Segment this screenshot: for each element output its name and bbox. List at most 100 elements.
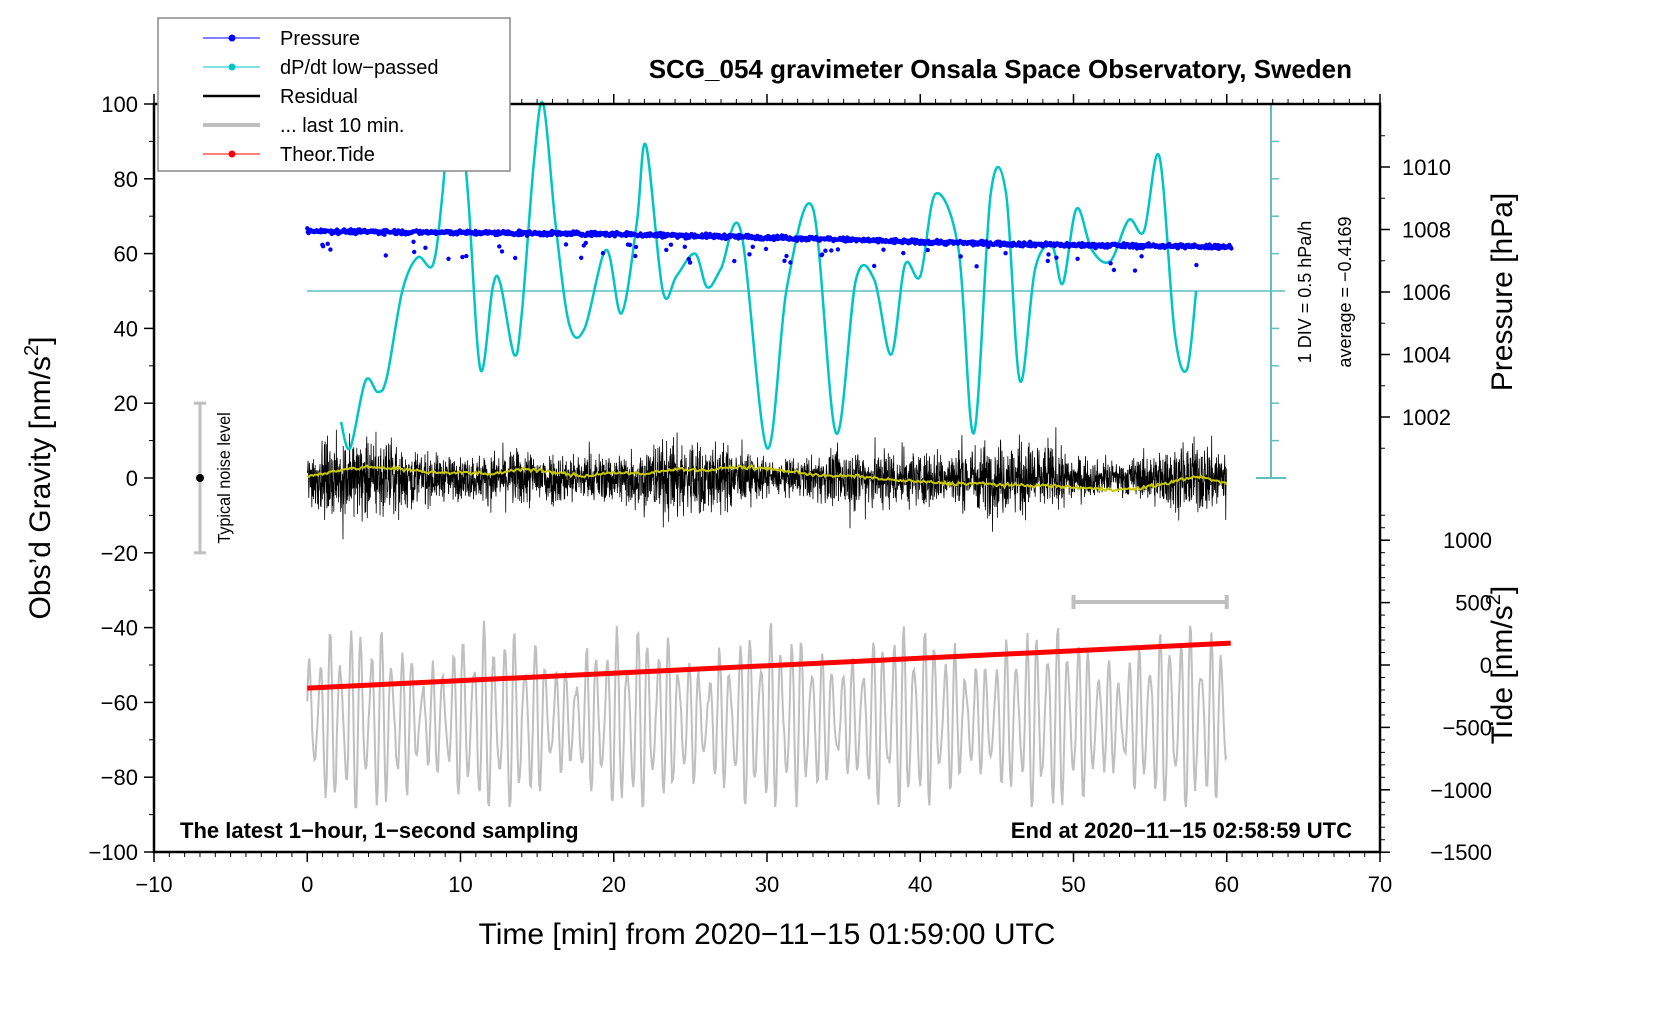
axes: −10 0 10 20 30 40 50 60 70100806040200−20−40−60−…	[88, 92, 1492, 897]
noise-center-dot	[196, 474, 204, 482]
pressure-point	[411, 239, 416, 244]
pressure-point	[1194, 262, 1199, 268]
last-10-min-line	[306, 620, 1228, 809]
pressure-point	[325, 241, 330, 246]
legend-label: Pressure	[280, 28, 360, 50]
pressure-point	[881, 247, 886, 252]
pressure-point	[1003, 251, 1008, 256]
tide-tick-label: −1000	[1430, 778, 1492, 803]
x-tick-label: 10	[448, 872, 472, 897]
chart-title: SCG_054 gravimeter Onsala Space Observat…	[649, 54, 1352, 84]
pressure-point	[1075, 256, 1080, 261]
x-tick-label: 50	[1061, 872, 1085, 897]
y-left-tick-label: −100	[88, 840, 138, 865]
noise-level-label: Typical noise level	[214, 412, 234, 543]
y-left-tick-label: −80	[101, 765, 138, 790]
pressure-axis-title: Pressure [hPa]	[1486, 193, 1519, 391]
pressure-point	[750, 244, 755, 249]
x-tick-label: 40	[908, 872, 932, 897]
pressure-point	[687, 260, 693, 265]
legend-label: Theor.Tide	[280, 144, 375, 166]
pressure-point	[664, 247, 669, 253]
x-tick-label: −10	[135, 872, 172, 897]
tide-axis-title-text: Tide [nm/s2]	[1483, 586, 1519, 744]
pressure-point	[563, 242, 569, 247]
pressure-point	[829, 248, 834, 253]
legend-label: dP/dt low−passed	[280, 57, 438, 79]
y-left-tick-label: 60	[114, 242, 138, 267]
tide-tick-label: 0	[1480, 653, 1492, 678]
pressure-layer	[305, 226, 1234, 273]
x-tick-label: 70	[1368, 872, 1392, 897]
pressure-point	[872, 263, 877, 269]
y-left-axis-title: Obs’d Gravity [nm/s2]	[21, 337, 57, 620]
pressure-tick-label: 1008	[1402, 218, 1451, 243]
y-left-tick-label: 0	[126, 466, 138, 491]
pressure-point	[686, 256, 691, 262]
y-left-tick-label: 20	[114, 391, 138, 416]
end-time-annotation: End at 2020−11−15 02:58:59 UTC	[1011, 818, 1352, 843]
x-axis-title: Time [min] from 2020−11−15 01:59:00 UTC	[479, 918, 1056, 951]
pressure-point	[633, 244, 639, 250]
legend-box	[157, 17, 511, 172]
tide-layer	[307, 640, 1231, 691]
pressure-point	[382, 232, 387, 237]
pressure-point	[668, 242, 674, 247]
pressure-point	[600, 251, 606, 256]
dpdt-average-label: average = −0.4169	[1335, 216, 1355, 367]
legend-swatch-dot	[228, 150, 236, 158]
pressure-point	[1132, 268, 1138, 273]
legend: Pressure dP/dt low−passed Residual ... last…	[157, 17, 511, 172]
legend-label: Residual	[280, 86, 358, 108]
pressure-point	[499, 249, 505, 254]
theor-tide-line	[307, 640, 1231, 691]
pressure-point	[1111, 267, 1117, 273]
pressure-point	[819, 252, 825, 257]
y-left-tick-label: −20	[101, 541, 138, 566]
pressure-point	[1108, 261, 1113, 266]
ten-min-bracket	[1071, 595, 1229, 609]
pressure-point	[412, 249, 417, 255]
pressure-point	[464, 253, 469, 259]
pressure-point	[925, 247, 930, 253]
pressure-point	[328, 247, 333, 252]
pressure-point	[583, 240, 588, 246]
legend-swatch-dot	[228, 34, 236, 42]
residual-smoothed-layer	[306, 463, 1228, 493]
pressure-point	[747, 252, 752, 257]
tide-axis-title: Tide [nm/s2]	[1483, 586, 1519, 744]
pressure-point	[627, 242, 633, 248]
x-tick-label: 20	[602, 872, 626, 897]
pressure-point	[1045, 258, 1051, 264]
tide-tick-label: 500	[1455, 591, 1492, 616]
x-tick-label: 0	[301, 872, 313, 897]
pressure-point	[835, 247, 841, 252]
y-left-tick-label: 80	[114, 167, 138, 192]
pressure-point	[579, 255, 584, 260]
pressure-point	[732, 258, 737, 264]
pressure-point	[823, 248, 828, 253]
pressure-point	[633, 253, 638, 259]
x-tick-label: 60	[1215, 872, 1239, 897]
pressure-point	[497, 244, 502, 249]
pressure-point	[782, 258, 787, 263]
pressure-point	[901, 250, 906, 256]
pressure-tick-label: 1010	[1402, 155, 1451, 180]
pressure-point	[460, 254, 465, 260]
y-left-tick-label: −40	[101, 616, 138, 641]
y-left-axis-title-text: Obs’d Gravity [nm/s2]	[21, 337, 57, 620]
tide-tick-label: −500	[1442, 715, 1492, 740]
noise-level-indicator	[194, 401, 206, 555]
sampling-annotation: The latest 1−hour, 1−second sampling	[180, 818, 579, 843]
pressure-point	[784, 253, 789, 259]
y-left-tick-label: 40	[114, 316, 138, 341]
tide-tick-label: 1000	[1443, 528, 1492, 553]
pressure-point	[320, 244, 326, 249]
pressure-point	[958, 254, 963, 259]
x-tick-label: 30	[755, 872, 779, 897]
pressure-point	[383, 253, 388, 258]
pressure-point	[788, 260, 793, 265]
pressure-point	[763, 246, 769, 252]
pressure-point	[974, 264, 979, 269]
